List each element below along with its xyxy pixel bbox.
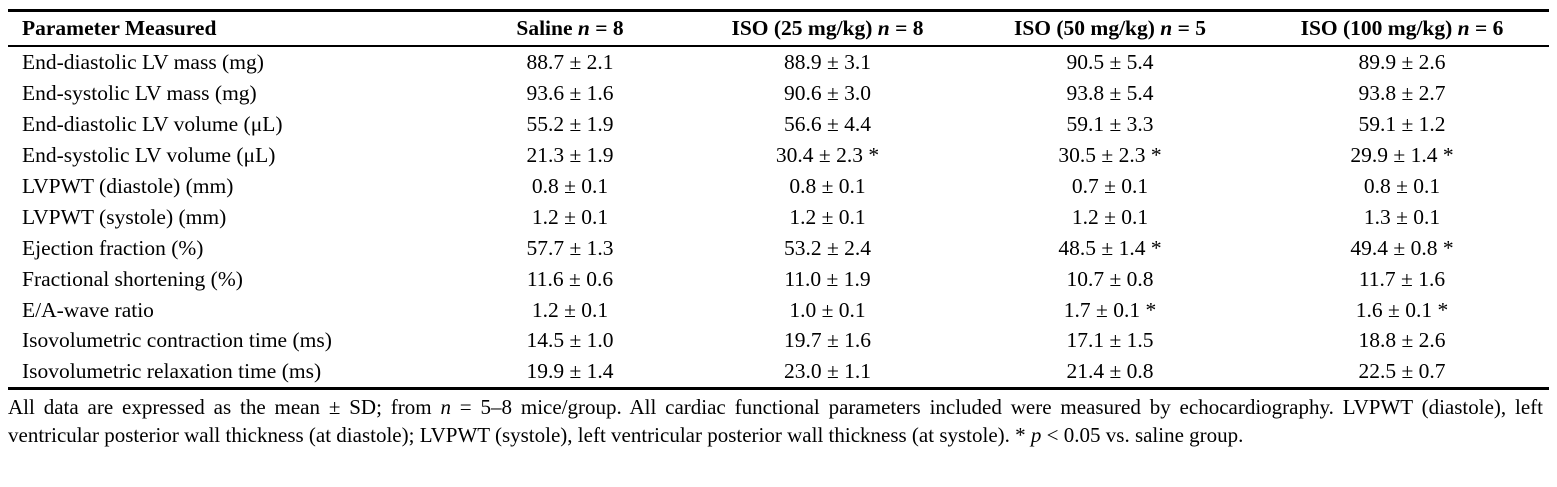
value-cell: 29.9 ± 1.4 * bbox=[1350, 143, 1454, 168]
table-row: LVPWT (diastole) (mm) 0.8 ± 0.1 0.8 ± 0.1 0… bbox=[8, 171, 1549, 202]
value-cell: 56.6 ± 4.4 bbox=[783, 112, 872, 137]
footnote-n: n bbox=[440, 394, 451, 419]
table-row: Isovolumetric relaxation time (ms) 19.9 ±… bbox=[8, 356, 1549, 389]
table-row: End-diastolic LV volume (μL) 55.2 ± 1.9 56… bbox=[8, 109, 1549, 140]
header-iso-25: ISO (25 mg/kg) n = 8 bbox=[690, 11, 965, 47]
value-cell: 0.7 ± 0.1 bbox=[1071, 174, 1149, 198]
parameter-cell: E/A-wave ratio bbox=[22, 297, 154, 322]
value-cell: 88.7 ± 2.1 bbox=[526, 50, 614, 75]
value-cell: 1.2 ± 0.1 bbox=[531, 297, 609, 322]
value-cell: 48.5 ± 1.4 * bbox=[1058, 235, 1162, 260]
header-iso-100: ISO (100 mg/kg) n = 6 bbox=[1255, 11, 1549, 47]
header-count: = 8 bbox=[889, 16, 924, 40]
value-cell: 55.2 ± 1.9 bbox=[526, 112, 614, 137]
value-cell: 19.7 ± 1.6 bbox=[783, 328, 872, 353]
footnote-text: All data are expressed as the mean ± SD;… bbox=[8, 394, 441, 419]
parameter-cell: Isovolumetric relaxation time (ms) bbox=[22, 359, 322, 384]
value-cell: 93.6 ± 1.6 bbox=[526, 81, 614, 106]
value-cell: 93.8 ± 5.4 bbox=[1066, 81, 1154, 106]
value-cell: 11.0 ± 1.9 bbox=[784, 266, 871, 291]
value-cell: 88.9 ± 3.1 bbox=[783, 50, 872, 75]
value-cell: 18.8 ± 2.6 bbox=[1358, 328, 1446, 353]
value-cell: 19.9 ± 1.4 bbox=[526, 359, 614, 384]
header-text: Parameter Measured bbox=[22, 16, 217, 40]
footnote-text: = 5–8 mice/group. All cardiac functional… bbox=[8, 394, 1543, 448]
table-body: End-diastolic LV mass (mg) 88.7 ± 2.1 88.9… bbox=[8, 46, 1549, 389]
header-text: ISO (50 mg/kg) bbox=[1013, 16, 1161, 40]
table-footnote: All data are expressed as the mean ± SD;… bbox=[8, 393, 1549, 450]
value-cell: 30.5 ± 2.3 * bbox=[1058, 143, 1162, 168]
value-cell: 21.3 ± 1.9 bbox=[526, 143, 614, 168]
header-iso-50: ISO (50 mg/kg) n = 5 bbox=[965, 11, 1255, 47]
value-cell: 22.5 ± 0.7 bbox=[1358, 359, 1446, 384]
value-cell: 59.1 ± 3.3 bbox=[1066, 112, 1154, 137]
table-row: Ejection fraction (%) 57.7 ± 1.3 53.2 ± 2.… bbox=[8, 232, 1549, 263]
table-row: End-diastolic LV mass (mg) 88.7 ± 2.1 88.9… bbox=[8, 46, 1549, 78]
value-cell: 59.1 ± 1.2 bbox=[1358, 112, 1446, 137]
data-table: Parameter Measured Saline n = 8 ISO (25 … bbox=[8, 9, 1549, 390]
table-container: Parameter Measured Saline n = 8 ISO (25 … bbox=[8, 9, 1549, 450]
parameter-cell: End-systolic LV mass (mg) bbox=[22, 81, 257, 106]
header-n: n bbox=[1457, 16, 1470, 40]
value-cell: 1.0 ± 0.1 bbox=[789, 297, 866, 322]
parameter-cell: End-systolic LV volume (μL) bbox=[22, 143, 276, 168]
table-row: Isovolumetric contraction time (ms) 14.5 … bbox=[8, 325, 1549, 356]
value-cell: 90.6 ± 3.0 bbox=[783, 81, 872, 106]
header-parameter: Parameter Measured bbox=[8, 11, 450, 47]
value-cell: 14.5 ± 1.0 bbox=[526, 328, 614, 353]
value-cell: 90.5 ± 5.4 bbox=[1066, 50, 1154, 75]
value-cell: 30.4 ± 2.3 * bbox=[775, 143, 880, 168]
value-cell: 21.4 ± 0.8 bbox=[1066, 359, 1154, 384]
value-cell: 1.6 ± 0.1 * bbox=[1355, 297, 1449, 322]
header-text: Saline bbox=[516, 16, 578, 40]
table-row: End-systolic LV mass (mg) 93.6 ± 1.6 90.6 … bbox=[8, 78, 1549, 109]
parameter-cell: Isovolumetric contraction time (ms) bbox=[22, 328, 332, 353]
value-cell: 10.7 ± 0.8 bbox=[1066, 266, 1154, 291]
value-cell: 93.8 ± 2.7 bbox=[1358, 81, 1446, 106]
table-row: Fractional shortening (%) 11.6 ± 0.6 11.0 … bbox=[8, 263, 1549, 294]
header-count: = 8 bbox=[589, 16, 624, 40]
parameter-cell: LVPWT (systole) (mm) bbox=[22, 204, 227, 229]
footnote-text: < 0.05 vs. saline group. bbox=[1041, 423, 1244, 448]
value-cell: 1.2 ± 0.1 bbox=[789, 204, 866, 229]
header-row: Parameter Measured Saline n = 8 ISO (25 … bbox=[8, 10, 1549, 47]
parameter-cell: LVPWT (diastole) (mm) bbox=[22, 174, 234, 198]
header-count: = 6 bbox=[1469, 16, 1504, 40]
header-n: n bbox=[1160, 16, 1173, 40]
value-cell: 0.8 ± 0.1 bbox=[1363, 174, 1441, 198]
header-n: n bbox=[877, 16, 890, 40]
value-cell: 11.6 ± 0.6 bbox=[526, 266, 614, 291]
parameter-cell: End-diastolic LV volume (μL) bbox=[22, 112, 283, 137]
header-text: ISO (100 mg/kg) bbox=[1300, 16, 1458, 40]
value-cell: 57.7 ± 1.3 bbox=[526, 235, 614, 260]
value-cell: 1.2 ± 0.1 bbox=[531, 204, 609, 229]
value-cell: 1.7 ± 0.1 * bbox=[1063, 297, 1157, 322]
value-cell: 23.0 ± 1.1 bbox=[783, 359, 872, 384]
value-cell: 89.9 ± 2.6 bbox=[1358, 50, 1446, 75]
value-cell: 17.1 ± 1.5 bbox=[1066, 328, 1154, 353]
footnote-p: p bbox=[1030, 423, 1042, 448]
header-n: n bbox=[577, 16, 590, 40]
table-row: E/A-wave ratio 1.2 ± 0.1 1.0 ± 0.1 1.7 ± 0.… bbox=[8, 294, 1549, 325]
value-cell: 11.7 ± 1.6 bbox=[1358, 266, 1446, 291]
table-row: LVPWT (systole) (mm) 1.2 ± 0.1 1.2 ± 0.1 1.… bbox=[8, 201, 1549, 232]
parameter-cell: Ejection fraction (%) bbox=[22, 235, 204, 260]
header-text: ISO (25 mg/kg) bbox=[731, 16, 878, 40]
value-cell: 1.2 ± 0.1 bbox=[1071, 204, 1149, 229]
parameter-cell: End-diastolic LV mass (mg) bbox=[22, 50, 264, 75]
value-cell: 0.8 ± 0.1 bbox=[789, 174, 866, 198]
header-saline: Saline n = 8 bbox=[450, 11, 690, 47]
value-cell: 53.2 ± 2.4 bbox=[783, 235, 872, 260]
header-count: = 5 bbox=[1172, 16, 1207, 40]
parameter-cell: Fractional shortening (%) bbox=[22, 266, 243, 291]
value-cell: 1.3 ± 0.1 bbox=[1363, 204, 1441, 229]
value-cell: 49.4 ± 0.8 * bbox=[1350, 235, 1454, 260]
table-row: End-systolic LV volume (μL) 21.3 ± 1.9 30.… bbox=[8, 140, 1549, 171]
value-cell: 0.8 ± 0.1 bbox=[531, 174, 609, 198]
